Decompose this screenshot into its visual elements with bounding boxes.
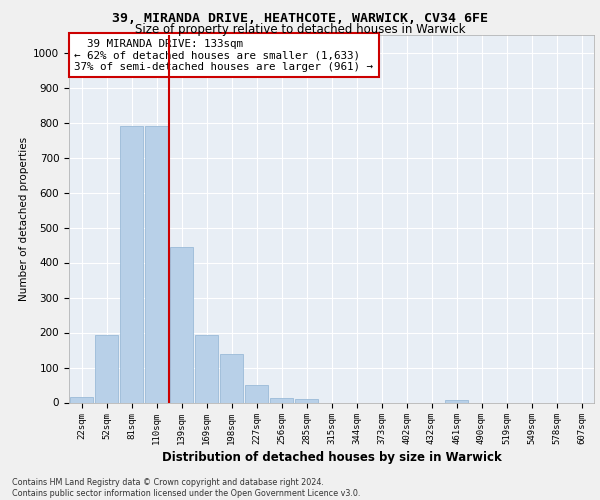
Bar: [295, 400, 318, 402]
Bar: [145, 126, 168, 402]
Bar: [120, 126, 143, 402]
Bar: [245, 386, 268, 402]
Bar: [220, 354, 243, 403]
X-axis label: Distribution of detached houses by size in Warwick: Distribution of detached houses by size …: [161, 452, 502, 464]
Bar: [70, 397, 93, 402]
Bar: [195, 335, 218, 402]
Bar: [445, 400, 468, 402]
Y-axis label: Number of detached properties: Number of detached properties: [19, 136, 29, 301]
Text: Size of property relative to detached houses in Warwick: Size of property relative to detached ho…: [135, 22, 465, 36]
Text: Contains HM Land Registry data © Crown copyright and database right 2024.
Contai: Contains HM Land Registry data © Crown c…: [12, 478, 361, 498]
Bar: [170, 248, 193, 402]
Text: 39, MIRANDA DRIVE, HEATHCOTE, WARWICK, CV34 6FE: 39, MIRANDA DRIVE, HEATHCOTE, WARWICK, C…: [112, 12, 488, 26]
Text: 39 MIRANDA DRIVE: 133sqm
← 62% of detached houses are smaller (1,633)
37% of sem: 39 MIRANDA DRIVE: 133sqm ← 62% of detach…: [74, 38, 373, 72]
Bar: [270, 398, 293, 402]
Bar: [95, 335, 118, 402]
